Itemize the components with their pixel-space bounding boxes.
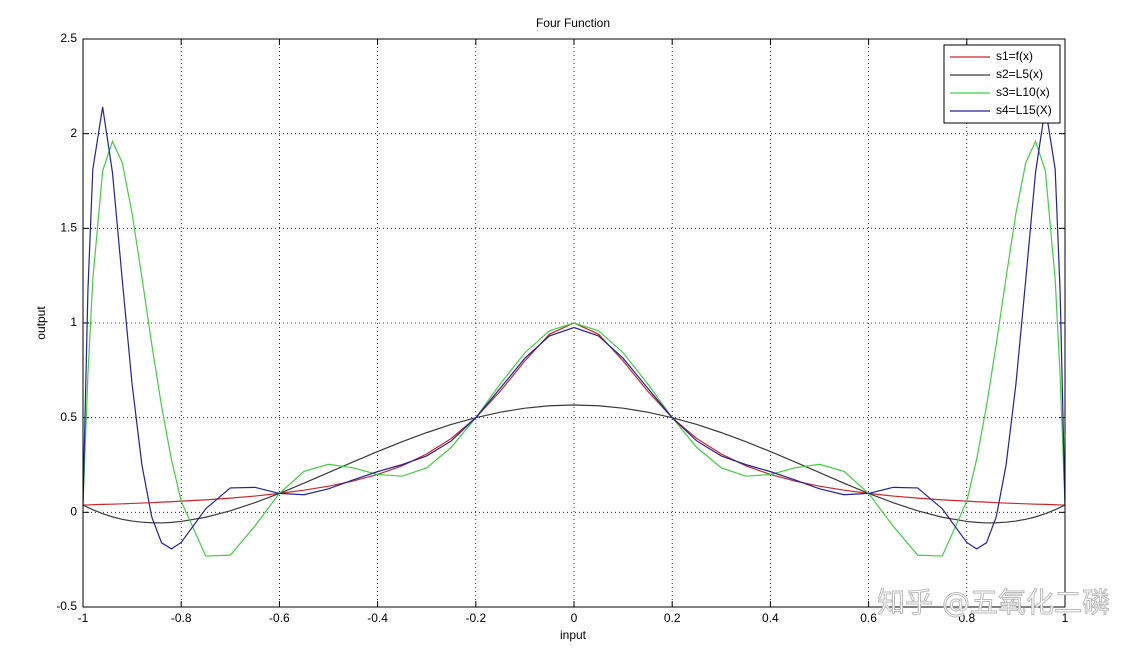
legend-label: s2=L5(x) bbox=[996, 67, 1043, 81]
x-tick-label: 0.8 bbox=[958, 611, 975, 625]
plot-frame bbox=[82, 38, 1066, 608]
x-tick-label: -0.2 bbox=[465, 611, 486, 625]
legend-label: s3=L10(x) bbox=[996, 85, 1050, 99]
y-tick-label: 0.5 bbox=[60, 410, 77, 424]
x-tick-label: 0.2 bbox=[664, 611, 681, 625]
y-tick-label: 1 bbox=[70, 315, 77, 329]
y-tick-label: 1.5 bbox=[60, 221, 77, 235]
y-tick-label: 2.5 bbox=[60, 31, 77, 45]
legend-box bbox=[943, 44, 1061, 124]
y-tick-label: 2 bbox=[70, 126, 77, 140]
series-line bbox=[83, 106, 1065, 550]
x-tick-label: -0.8 bbox=[171, 611, 192, 625]
y-tick-label: -0.5 bbox=[56, 599, 77, 613]
legend-label: s4=L15(X) bbox=[996, 103, 1052, 117]
x-tick-label: -0.4 bbox=[367, 611, 388, 625]
y-axis-label: output bbox=[34, 306, 48, 340]
x-tick-label: -0.6 bbox=[269, 611, 290, 625]
x-axis-label: input bbox=[560, 628, 587, 642]
x-tick-label: 0.4 bbox=[762, 611, 779, 625]
x-tick-label: 1 bbox=[1062, 611, 1069, 625]
legend-label: s1=f(x) bbox=[996, 49, 1033, 63]
y-tick-label: 0 bbox=[70, 505, 77, 519]
series-line bbox=[83, 139, 1065, 557]
chart-title: Four Function bbox=[536, 16, 610, 30]
watermark: 知乎 @五氧化二磷 bbox=[877, 586, 1110, 619]
series-line bbox=[83, 404, 1065, 524]
x-tick-label: 0 bbox=[571, 611, 578, 625]
x-tick-label: -1 bbox=[78, 611, 89, 625]
x-tick-label: 0.6 bbox=[860, 611, 877, 625]
